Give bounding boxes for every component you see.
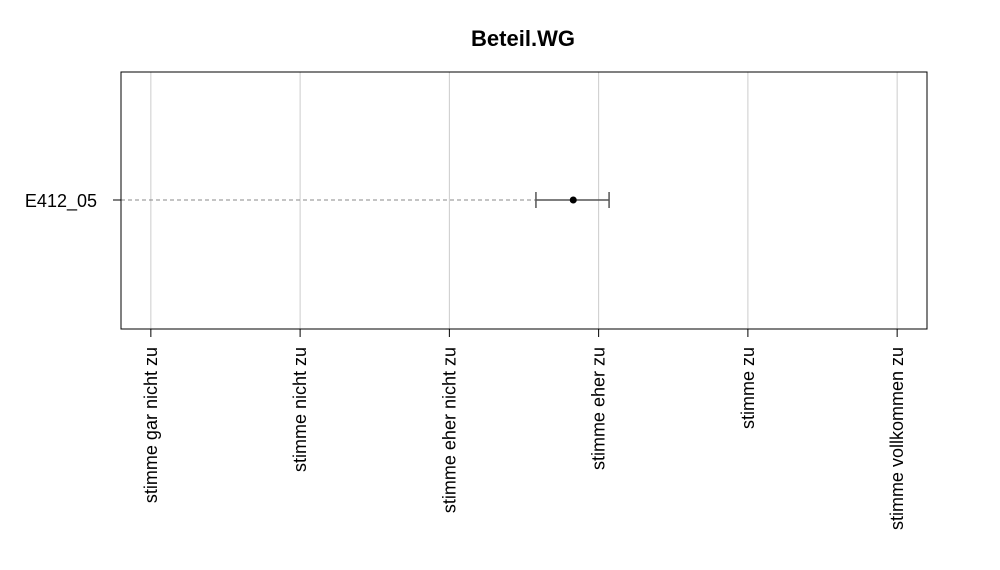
x-tick-label: stimme eher zu: [589, 347, 609, 470]
chart-title: Beteil.WG: [471, 26, 575, 51]
x-tick-label: stimme vollkommen zu: [887, 347, 907, 530]
data-point: [569, 196, 577, 204]
x-tick-label: stimme nicht zu: [290, 347, 310, 472]
x-tick-label: stimme zu: [738, 347, 758, 429]
grid-lines: [150, 72, 898, 329]
data-marks: [535, 192, 610, 208]
x-tick-label: stimme gar nicht zu: [141, 347, 161, 503]
x-axis-ticks: stimme gar nicht zu stimme nicht zu stimme…: [25, 191, 907, 530]
y-tick-label: E412_05: [25, 191, 97, 212]
x-tick-label: stimme eher nicht zu: [439, 347, 459, 513]
